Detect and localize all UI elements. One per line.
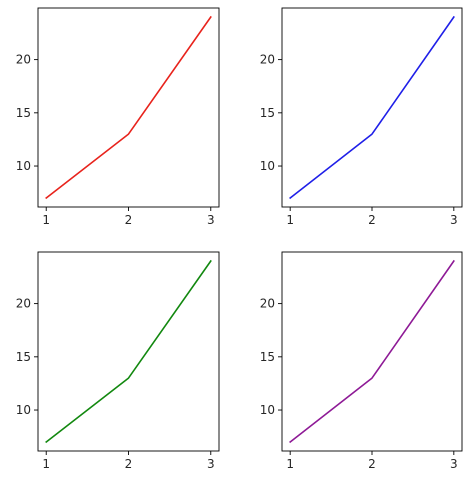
series-line-1-1 [45, 15, 212, 200]
x-tick-label: 1 [286, 213, 294, 227]
x-tick-label: 2 [125, 213, 133, 227]
series-line-2-1 [289, 15, 455, 200]
subplot-2: 1 2 3 10 15 20 [260, 7, 463, 227]
y-tick-label: 20 [260, 53, 275, 67]
x-tick-label: 3 [207, 213, 215, 227]
axes-frame [37, 7, 220, 208]
y-tick-label: 10 [16, 159, 31, 173]
series-line-3-1 [45, 259, 212, 444]
y-tick-label: 15 [16, 350, 31, 364]
subplot-4: 1 2 3 10 15 20 [260, 251, 463, 471]
y-tick-label: 15 [260, 106, 275, 120]
x-tick-label: 1 [42, 213, 50, 227]
x-tick-label: 3 [450, 213, 458, 227]
x-tick-label: 2 [368, 213, 376, 227]
y-tick-label: 10 [260, 159, 275, 173]
axes-frame [281, 251, 463, 452]
x-tick-label: 3 [450, 457, 458, 471]
y-tick-label: 20 [260, 297, 275, 311]
y-tick-label: 20 [16, 297, 31, 311]
axes-frame [281, 7, 463, 208]
axes-frame [37, 251, 220, 452]
series-line-4-1 [289, 259, 455, 444]
y-tick-label: 15 [16, 106, 31, 120]
y-tick-label: 10 [16, 403, 31, 417]
x-tick-label: 2 [125, 457, 133, 471]
x-tick-label: 1 [286, 457, 294, 471]
subplot-3: 1 2 3 10 15 20 [16, 251, 220, 471]
subplot-1: 1 2 3 10 15 20 [16, 7, 220, 227]
x-tick-label: 1 [42, 457, 50, 471]
x-tick-label: 3 [207, 457, 215, 471]
x-tick-label: 2 [368, 457, 376, 471]
y-tick-label: 10 [260, 403, 275, 417]
y-tick-label: 15 [260, 350, 275, 364]
y-tick-label: 20 [16, 53, 31, 67]
